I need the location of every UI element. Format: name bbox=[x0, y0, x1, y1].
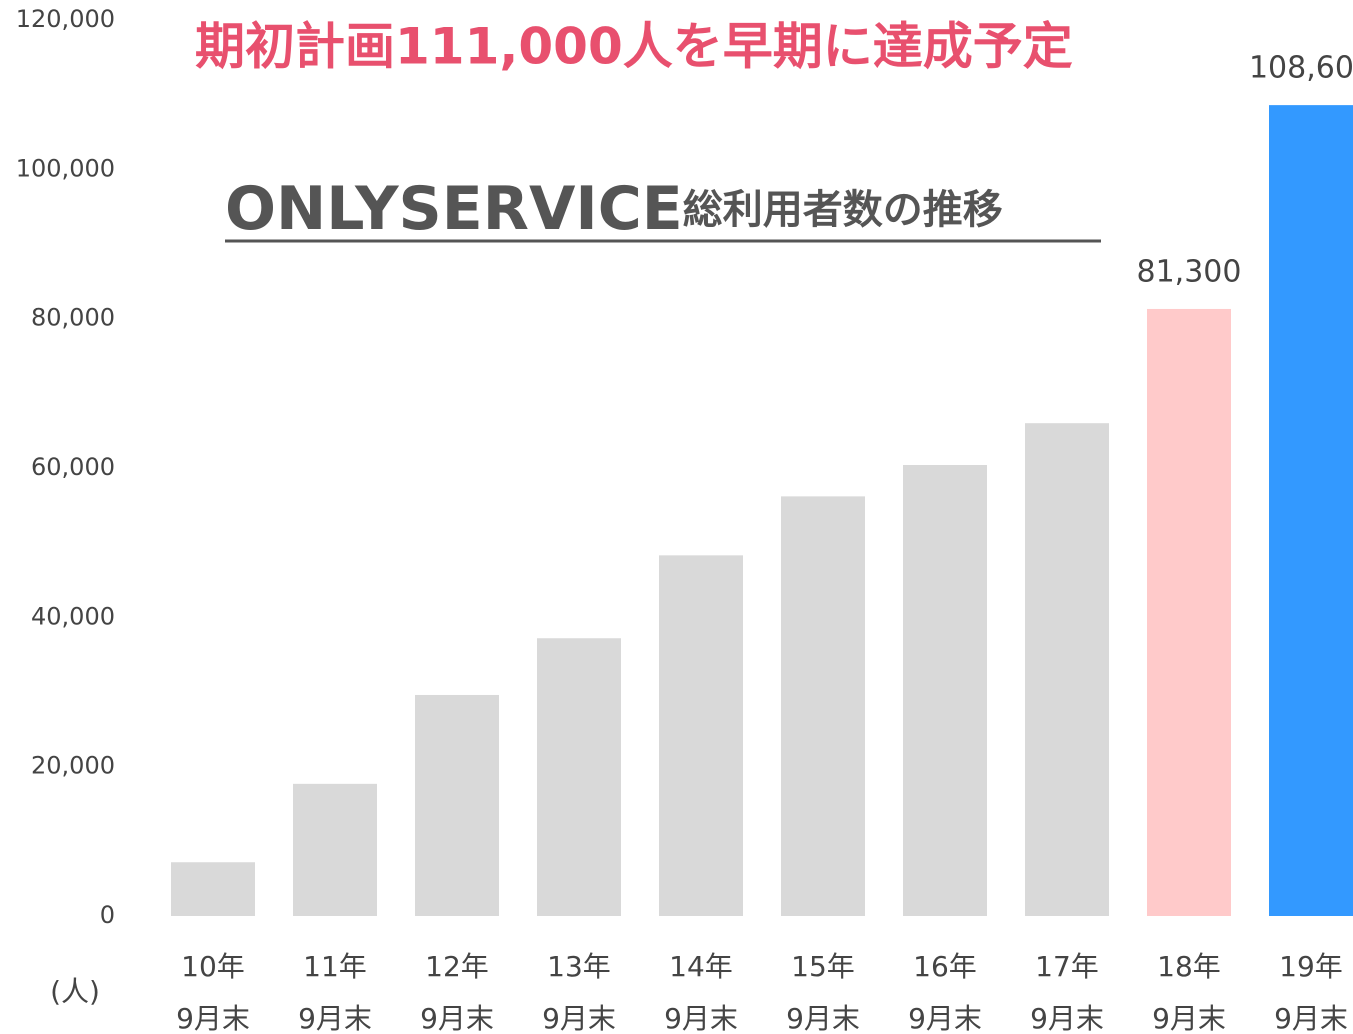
x-tick-label: 9月末 bbox=[420, 1002, 494, 1034]
x-tick-label: 13年 bbox=[547, 950, 611, 983]
x-tick-label: 9月末 bbox=[786, 1002, 860, 1034]
chart-title-group: ONLYSERVICE総利用者数の推移 bbox=[225, 174, 1003, 244]
bar bbox=[659, 555, 743, 916]
bar bbox=[293, 783, 377, 916]
unit-label: (人) bbox=[50, 975, 100, 1008]
chart-subtitle: 総利用者数の推移 bbox=[683, 187, 1003, 233]
x-tick-label: 15年 bbox=[791, 950, 855, 983]
x-tick-label: 12年 bbox=[425, 950, 489, 983]
x-tick-label: 9月末 bbox=[1152, 1002, 1226, 1034]
headline: 期初計画111,000人を早期に達成予定 bbox=[195, 18, 1073, 76]
x-tick-label: 16年 bbox=[913, 950, 977, 983]
y-tick-label: 80,000 bbox=[31, 304, 115, 332]
chart-title: ONLYSERVICE bbox=[225, 174, 683, 244]
bar bbox=[1269, 105, 1353, 917]
y-tick-label: 40,000 bbox=[31, 602, 115, 630]
x-tick-label: 14年 bbox=[669, 950, 733, 983]
value-label: 108,600 bbox=[1249, 51, 1353, 86]
bar bbox=[1025, 423, 1109, 916]
x-tick-label: 18年 bbox=[1157, 950, 1221, 983]
x-tick-label: 9月末 bbox=[176, 1002, 250, 1034]
bar bbox=[537, 638, 621, 916]
y-tick-label: 20,000 bbox=[31, 752, 115, 780]
x-tick-label: 9月末 bbox=[542, 1002, 616, 1034]
y-tick-label: 120,000 bbox=[16, 5, 115, 33]
x-tick-label: 9月末 bbox=[908, 1002, 982, 1034]
x-tick-label: 19年 bbox=[1279, 950, 1343, 983]
x-tick-label: 9月末 bbox=[1274, 1002, 1348, 1034]
x-tick-label: 9月末 bbox=[1030, 1002, 1104, 1034]
bar bbox=[1147, 308, 1231, 917]
bar bbox=[781, 496, 865, 916]
y-tick-label: 60,000 bbox=[31, 453, 115, 481]
bar bbox=[171, 862, 255, 916]
x-tick-label: 11年 bbox=[303, 950, 367, 983]
x-tick-label: 9月末 bbox=[664, 1002, 738, 1034]
value-label: 81,300 bbox=[1137, 254, 1242, 289]
x-tick-label: 17年 bbox=[1035, 950, 1099, 983]
y-tick-label: 100,000 bbox=[16, 154, 115, 182]
x-tick-label: 9月末 bbox=[298, 1002, 372, 1034]
bar bbox=[415, 694, 499, 916]
bar bbox=[903, 465, 987, 916]
y-tick-label: 0 bbox=[100, 901, 115, 929]
x-tick-label: 10年 bbox=[181, 950, 245, 983]
